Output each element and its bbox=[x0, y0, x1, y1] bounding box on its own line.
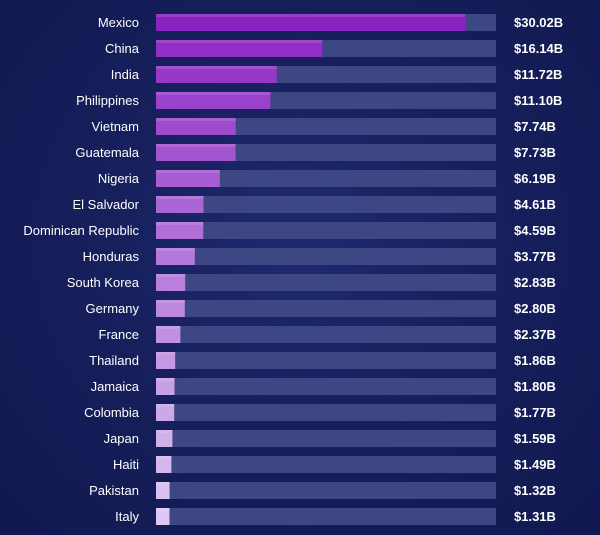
bar-highlight-haiti bbox=[156, 456, 172, 459]
category-label-pakistan: Pakistan bbox=[89, 483, 139, 498]
value-label-philippines: $11.10B bbox=[514, 93, 562, 108]
category-label-mexico: Mexico bbox=[98, 15, 139, 30]
bar-highlight-jamaica bbox=[156, 378, 175, 381]
bar-highlight-japan bbox=[156, 430, 173, 433]
category-label-germany: Germany bbox=[86, 301, 140, 316]
bar-highlight-germany bbox=[156, 300, 185, 303]
bar-highlight-vietnam bbox=[156, 118, 236, 121]
category-label-nigeria: Nigeria bbox=[98, 171, 140, 186]
value-label-south-korea: $2.83B bbox=[514, 275, 556, 290]
value-label-france: $2.37B bbox=[514, 327, 556, 342]
bar-highlight-dominican-republic bbox=[156, 222, 204, 225]
bar-haiti bbox=[156, 456, 172, 473]
bar-el-salvador bbox=[156, 196, 204, 213]
category-label-philippines: Philippines bbox=[76, 93, 139, 108]
bar-highlight-china bbox=[156, 40, 323, 43]
value-label-india: $11.72B bbox=[514, 67, 562, 82]
bar-highlight-honduras bbox=[156, 248, 195, 251]
value-label-italy: $1.31B bbox=[514, 509, 556, 524]
category-label-china: China bbox=[105, 41, 140, 56]
bar-track-germany bbox=[156, 300, 496, 317]
category-label-el-salvador: El Salvador bbox=[73, 197, 140, 212]
bar-track-jamaica bbox=[156, 378, 496, 395]
bar-germany bbox=[156, 300, 185, 317]
bar-philippines bbox=[156, 92, 271, 109]
category-label-france: France bbox=[99, 327, 139, 342]
category-label-india: India bbox=[111, 67, 140, 82]
bar-track-haiti bbox=[156, 456, 496, 473]
category-label-haiti: Haiti bbox=[113, 457, 139, 472]
value-label-haiti: $1.49B bbox=[514, 457, 556, 472]
bar-highlight-italy bbox=[156, 508, 170, 511]
category-label-south-korea: South Korea bbox=[67, 275, 140, 290]
bar-china bbox=[156, 40, 323, 57]
bar-track-nigeria bbox=[156, 170, 496, 187]
category-label-japan: Japan bbox=[104, 431, 139, 446]
category-label-guatemala: Guatemala bbox=[75, 145, 139, 160]
bar-track-pakistan bbox=[156, 482, 496, 499]
bar-track-france bbox=[156, 326, 496, 343]
category-label-dominican-republic: Dominican Republic bbox=[23, 223, 139, 238]
bar-track-el-salvador bbox=[156, 196, 496, 213]
category-label-vietnam: Vietnam bbox=[92, 119, 139, 134]
bar-south-korea bbox=[156, 274, 186, 291]
value-label-thailand: $1.86B bbox=[514, 353, 556, 368]
bar-vietnam bbox=[156, 118, 236, 135]
value-label-china: $16.14B bbox=[514, 41, 563, 56]
value-label-el-salvador: $4.61B bbox=[514, 197, 556, 212]
bar-highlight-el-salvador bbox=[156, 196, 204, 199]
bar-track-south-korea bbox=[156, 274, 496, 291]
category-label-italy: Italy bbox=[115, 509, 139, 524]
bar-track-honduras bbox=[156, 248, 496, 265]
bar-jamaica bbox=[156, 378, 175, 395]
bar-italy bbox=[156, 508, 170, 525]
value-label-guatemala: $7.73B bbox=[514, 145, 556, 160]
bar-track-guatemala bbox=[156, 144, 496, 161]
value-label-honduras: $3.77B bbox=[514, 249, 556, 264]
value-label-japan: $1.59B bbox=[514, 431, 556, 446]
bar-track-dominican-republic bbox=[156, 222, 496, 239]
value-label-mexico: $30.02B bbox=[514, 15, 563, 30]
bar-track-japan bbox=[156, 430, 496, 447]
bar-pakistan bbox=[156, 482, 170, 499]
bar-track-vietnam bbox=[156, 118, 496, 135]
bar-guatemala bbox=[156, 144, 236, 161]
value-label-pakistan: $1.32B bbox=[514, 483, 556, 498]
bar-highlight-philippines bbox=[156, 92, 271, 95]
value-label-vietnam: $7.74B bbox=[514, 119, 556, 134]
bar-honduras bbox=[156, 248, 195, 265]
bar-france bbox=[156, 326, 181, 343]
value-label-dominican-republic: $4.59B bbox=[514, 223, 556, 238]
bar-highlight-guatemala bbox=[156, 144, 236, 147]
value-label-colombia: $1.77B bbox=[514, 405, 556, 420]
bar-track-colombia bbox=[156, 404, 496, 421]
bar-india bbox=[156, 66, 277, 83]
bar-highlight-south-korea bbox=[156, 274, 186, 277]
category-label-jamaica: Jamaica bbox=[91, 379, 140, 394]
bar-track-italy bbox=[156, 508, 496, 525]
bar-mexico bbox=[156, 14, 466, 31]
bar-highlight-nigeria bbox=[156, 170, 220, 173]
bar-highlight-pakistan bbox=[156, 482, 170, 485]
value-label-jamaica: $1.80B bbox=[514, 379, 556, 394]
bar-thailand bbox=[156, 352, 176, 369]
bar-highlight-thailand bbox=[156, 352, 176, 355]
bar-dominican-republic bbox=[156, 222, 204, 239]
bar-colombia bbox=[156, 404, 175, 421]
bar-japan bbox=[156, 430, 173, 447]
bar-track-thailand bbox=[156, 352, 496, 369]
category-label-colombia: Colombia bbox=[84, 405, 140, 420]
category-label-honduras: Honduras bbox=[83, 249, 140, 264]
bar-nigeria bbox=[156, 170, 220, 187]
bar-highlight-india bbox=[156, 66, 277, 69]
value-label-germany: $2.80B bbox=[514, 301, 556, 316]
bar-highlight-mexico bbox=[156, 14, 466, 17]
bar-highlight-colombia bbox=[156, 404, 175, 407]
value-label-nigeria: $6.19B bbox=[514, 171, 556, 186]
bar-highlight-france bbox=[156, 326, 181, 329]
category-label-thailand: Thailand bbox=[89, 353, 139, 368]
